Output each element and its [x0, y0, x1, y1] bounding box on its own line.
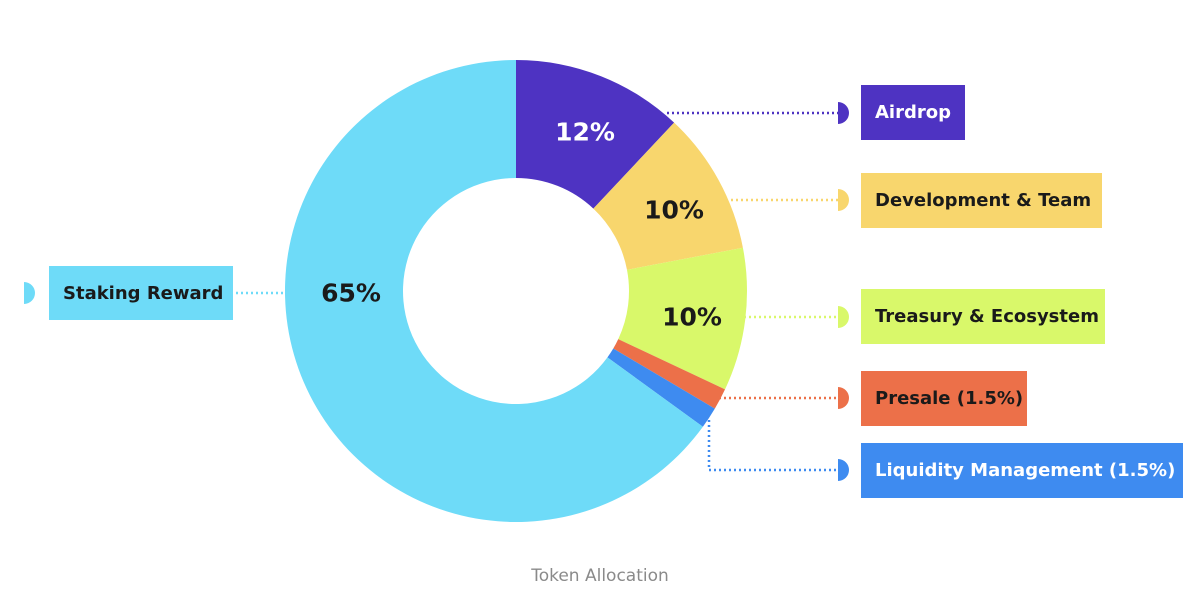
- legend-marker-presale-1-5: [838, 387, 849, 409]
- slice-presale-1-5: [613, 339, 726, 409]
- slice-airdrop: [516, 60, 675, 209]
- legend-marker-treasury-ecosystem: [838, 306, 849, 328]
- legend-label-presale-1-5: Presale (1.5%): [861, 371, 1027, 426]
- legend-marker-staking-reward: [24, 282, 35, 304]
- slice-label-development-team: 10%: [644, 196, 704, 225]
- slice-label-staking-reward: 65%: [321, 279, 381, 308]
- legend-marker-development-team: [838, 189, 849, 211]
- slice-staking-reward: [284, 60, 703, 522]
- slice-liquidity-management-1-5: [607, 348, 715, 427]
- legend-label-liquidity-management-1-5: Liquidity Management (1.5%): [861, 443, 1183, 498]
- connector-liquidity-management-1-5: [707, 420, 838, 472]
- legend-label-airdrop: Airdrop: [861, 85, 965, 140]
- legend-marker-airdrop: [838, 102, 849, 124]
- slice-development-team: [593, 122, 743, 270]
- slice-label-treasury-ecosystem: 10%: [662, 303, 722, 332]
- slice-treasury-ecosystem: [618, 247, 747, 390]
- legend-marker-liquidity-management-1-5: [838, 459, 849, 481]
- legend-label-development-team: Development & Team: [861, 173, 1102, 228]
- legend-label-treasury-ecosystem: Treasury & Ecosystem: [861, 289, 1105, 344]
- legend-label-staking-reward: Staking Reward: [49, 266, 233, 320]
- slice-label-airdrop: 12%: [555, 118, 615, 147]
- chart-caption: Token Allocation: [531, 566, 669, 586]
